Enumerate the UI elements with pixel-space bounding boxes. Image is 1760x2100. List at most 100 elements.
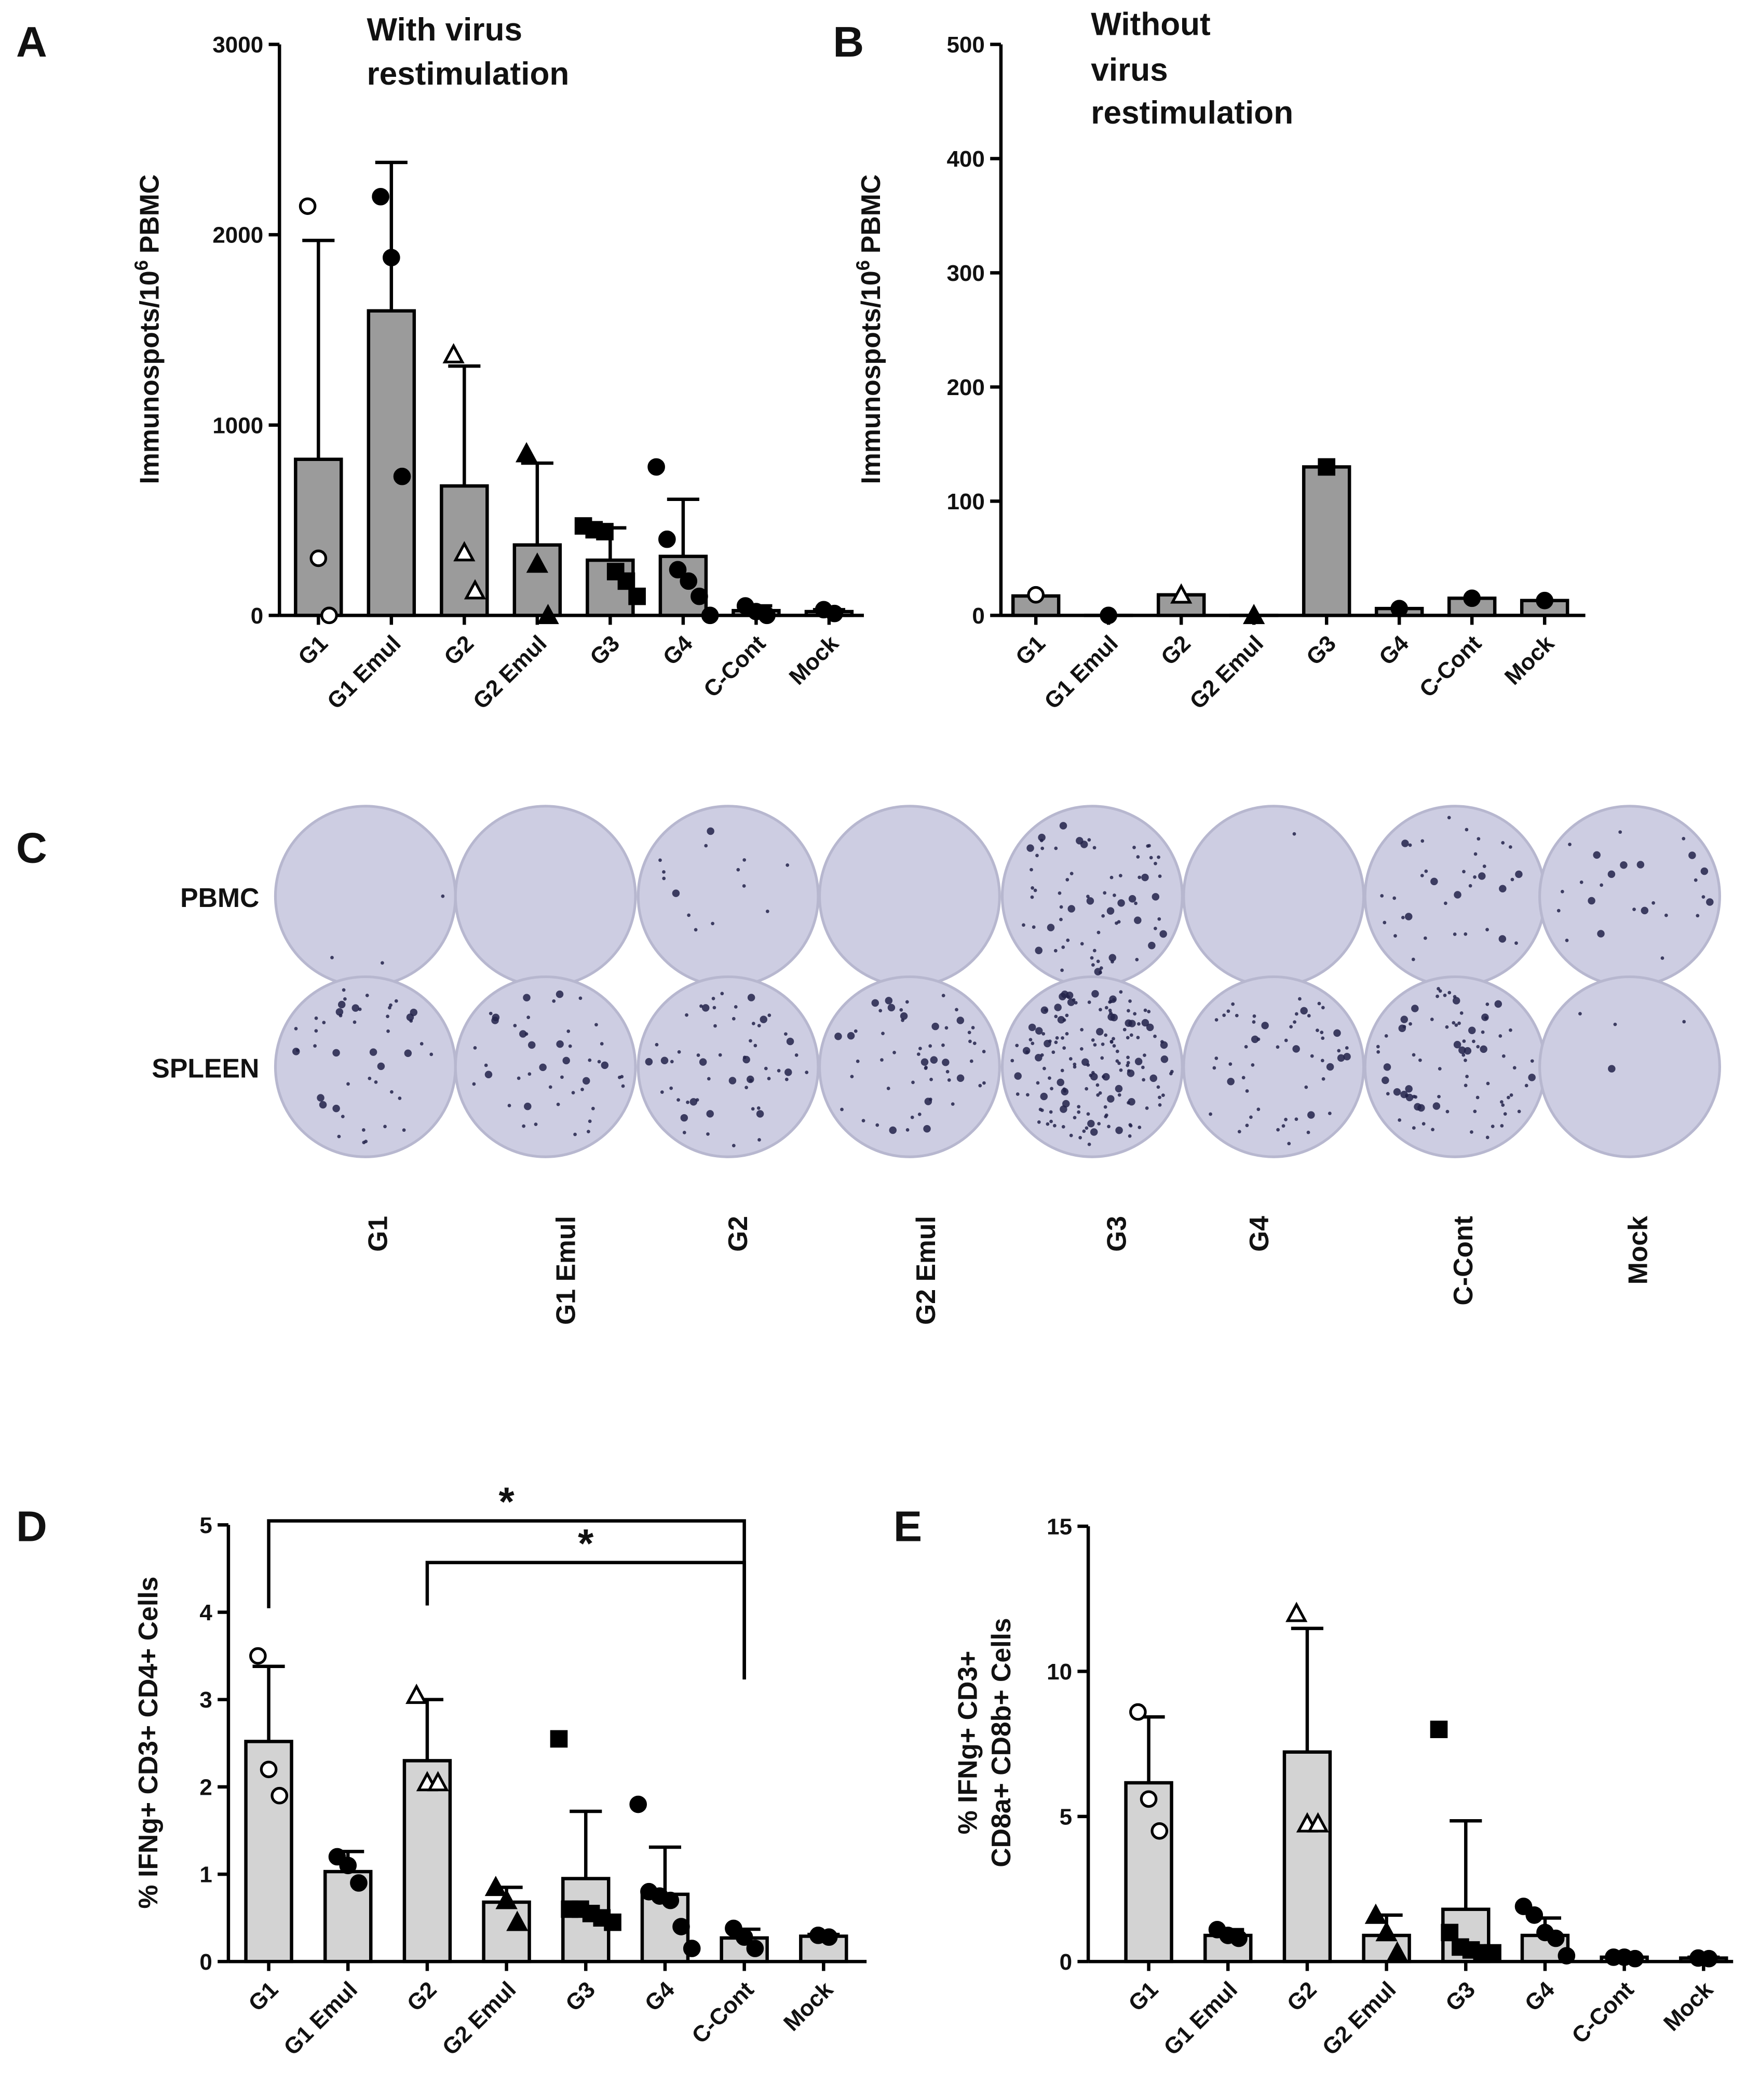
spot <box>1044 1008 1048 1012</box>
spot <box>924 1066 928 1071</box>
spot <box>1408 843 1412 847</box>
bar-chart: E % IFNg+ CD3+ CD8a+ CD8b+ Cells 0 5 10 15 G1G1… <box>893 1502 1734 2060</box>
error-bar <box>570 1809 602 1879</box>
spot <box>1066 938 1070 942</box>
spot <box>568 1044 572 1048</box>
spot <box>1117 1061 1121 1065</box>
data-point <box>604 1913 621 1931</box>
spot <box>1090 1128 1098 1136</box>
spot <box>1317 1001 1321 1006</box>
spot <box>1074 1001 1078 1005</box>
x-tick-label: G2 Emul <box>438 1977 521 2061</box>
spot <box>1501 1054 1506 1058</box>
spot <box>982 1050 986 1053</box>
chart-title: virus <box>1091 52 1168 88</box>
data-point <box>537 604 559 625</box>
spot <box>1054 1014 1058 1019</box>
spot <box>930 1056 938 1064</box>
spot <box>1035 946 1043 954</box>
spot <box>887 1004 896 1012</box>
data-point <box>691 587 708 605</box>
spot <box>573 1132 577 1136</box>
spot <box>1134 1058 1143 1065</box>
panel-letter: D <box>16 1502 47 1550</box>
spot <box>1129 1124 1133 1128</box>
data-point <box>1140 1790 1158 1808</box>
spot <box>1293 1020 1296 1024</box>
spot <box>1137 1022 1141 1026</box>
spot <box>1310 1054 1314 1058</box>
spot <box>1608 1065 1616 1073</box>
error-bar <box>648 1845 682 1894</box>
spot <box>1050 1087 1053 1091</box>
spot <box>322 1021 326 1024</box>
spot <box>1148 942 1156 950</box>
spot <box>1098 1091 1102 1095</box>
spot <box>1321 1036 1325 1040</box>
spot <box>1115 1126 1123 1134</box>
spot <box>1501 1103 1505 1107</box>
spot <box>1343 1053 1351 1061</box>
spot <box>1401 915 1405 919</box>
x-tick-label: G2 <box>1282 1977 1322 2016</box>
spot <box>1393 934 1397 938</box>
spot <box>1157 917 1161 921</box>
spot <box>942 1059 950 1066</box>
data-point <box>350 1874 368 1892</box>
spot <box>1453 1040 1461 1049</box>
spot <box>1028 1023 1036 1032</box>
y-axis-label-part: Immunospots/10 <box>134 270 164 484</box>
spot <box>1411 957 1415 961</box>
spot <box>1316 1028 1319 1033</box>
spot <box>1040 1092 1048 1101</box>
spot <box>1287 1142 1291 1146</box>
data-point <box>515 442 538 463</box>
spot <box>1430 877 1438 886</box>
x-tick-label: Mock <box>779 1976 838 2036</box>
data-point <box>1285 1602 1308 1622</box>
column-label: C-Cont <box>1448 1216 1478 1305</box>
spot <box>1107 1124 1111 1129</box>
data-point <box>1170 583 1193 604</box>
spot <box>847 1032 855 1040</box>
spot <box>1127 1009 1130 1013</box>
x-tick-label: C-Cont <box>687 1976 759 2049</box>
spot <box>1530 1059 1534 1063</box>
data-point <box>526 552 549 573</box>
spot <box>1214 1056 1219 1060</box>
spot <box>1141 1019 1149 1027</box>
spot <box>1067 998 1075 1006</box>
spot <box>881 1032 885 1035</box>
spot <box>1222 1013 1226 1017</box>
spot <box>760 1015 767 1023</box>
spot <box>1028 1038 1033 1041</box>
spot <box>1607 870 1616 878</box>
data-point <box>701 606 719 625</box>
spot <box>1096 930 1101 934</box>
error-bar <box>375 160 408 311</box>
spot <box>1125 1019 1132 1027</box>
spot <box>594 1023 598 1027</box>
spot <box>1091 990 1099 998</box>
data-point <box>1463 589 1481 607</box>
spot <box>1096 1093 1100 1097</box>
x-tick-label: G2 <box>439 631 479 670</box>
spot <box>1476 1045 1480 1049</box>
spot <box>1501 841 1505 845</box>
bar <box>482 1900 531 1963</box>
spot <box>1062 1087 1066 1091</box>
y-tick-label: 2000 <box>212 223 263 248</box>
spot <box>582 1077 590 1085</box>
spot <box>362 1141 366 1144</box>
spot <box>1102 1075 1105 1079</box>
spot <box>1578 1012 1582 1015</box>
spot <box>1085 1087 1089 1091</box>
spot <box>1104 1115 1108 1119</box>
spot <box>1141 873 1149 882</box>
spot <box>1453 932 1457 936</box>
spot <box>1087 1119 1095 1128</box>
spot <box>676 1098 680 1102</box>
spot <box>784 1068 792 1076</box>
spot <box>1700 867 1709 875</box>
